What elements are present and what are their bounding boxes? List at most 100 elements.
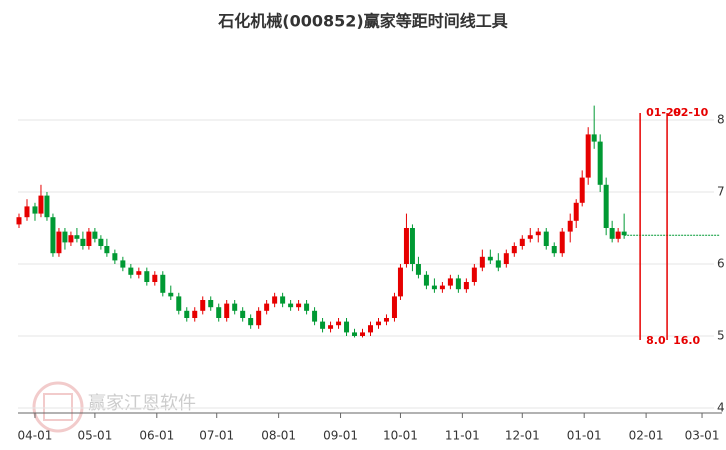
candle-body	[68, 235, 74, 243]
candle-body	[184, 310, 190, 318]
candle-body	[543, 231, 549, 246]
candle-body	[585, 134, 591, 178]
y-tick-label: 7	[717, 185, 725, 199]
candle-body	[144, 271, 150, 282]
y-tick-label: 4	[717, 401, 725, 415]
candle-body	[280, 296, 286, 304]
candle-body	[272, 296, 278, 304]
candle-body	[98, 238, 104, 246]
candle-body	[152, 274, 158, 282]
x-tick-label: 06-01	[139, 429, 174, 443]
time-line-date: 02-10	[673, 106, 709, 119]
candle-body	[409, 228, 415, 264]
candle-body	[62, 231, 68, 243]
candle-body	[232, 303, 238, 311]
x-tick-label: 01-01	[567, 429, 602, 443]
candle-body	[336, 321, 342, 326]
candle-body	[503, 253, 509, 264]
x-tick-label: 05-01	[77, 429, 112, 443]
candle-body	[224, 303, 230, 318]
candle-body	[160, 274, 166, 293]
candle-body	[296, 303, 302, 308]
candle-body	[383, 318, 389, 322]
candle-body	[320, 321, 326, 329]
candle-body	[573, 202, 579, 221]
candle-body	[16, 217, 22, 225]
candle-body	[479, 256, 485, 268]
x-tick-label: 08-01	[261, 429, 296, 443]
candle-body	[455, 278, 461, 290]
candle-body	[463, 282, 469, 290]
candle-body	[304, 303, 310, 311]
candle-body	[403, 228, 409, 264]
watermark: 赢家江恩软件	[88, 392, 196, 414]
candle-body	[240, 310, 246, 318]
candle-body	[256, 310, 262, 326]
x-tick-label: 02-01	[629, 429, 664, 443]
x-tick-label: 03-01	[685, 429, 720, 443]
candle-body	[375, 321, 381, 326]
candle-body	[391, 296, 397, 318]
candle-body	[597, 141, 603, 185]
candle-body	[535, 231, 541, 236]
candle-body	[80, 238, 86, 246]
candle-body	[609, 228, 615, 239]
candle-body	[579, 177, 585, 203]
candle-body	[120, 260, 126, 268]
candle-body	[367, 325, 373, 333]
candle-body	[511, 246, 517, 254]
candle-body	[344, 321, 350, 333]
candle-body	[621, 231, 627, 236]
candle-body	[559, 231, 565, 254]
x-tick-label: 10-01	[383, 429, 418, 443]
candle-body	[56, 231, 62, 254]
candle-body	[567, 220, 573, 232]
candle-body	[38, 195, 44, 214]
y-tick-label: 6	[717, 257, 725, 271]
x-tick-label: 04-01	[18, 429, 53, 443]
candle-body	[136, 271, 142, 275]
candle-body	[92, 231, 98, 239]
x-tick-label: 07-01	[199, 429, 234, 443]
candle-body	[192, 310, 198, 318]
candle-body	[86, 231, 92, 246]
candle-body	[439, 285, 445, 290]
candle-body	[527, 235, 533, 239]
candle-body	[50, 217, 56, 254]
candle-body	[216, 307, 222, 318]
candle-body	[312, 310, 318, 322]
time-line-span: 8.0	[646, 334, 666, 347]
candle-body	[264, 303, 270, 311]
candle-body	[431, 285, 437, 290]
candle-body	[168, 292, 174, 297]
time-line-span: 16.0	[673, 334, 700, 347]
y-tick-label: 8	[717, 113, 725, 127]
watermark-logo	[32, 381, 84, 433]
time-line-date: 01-29	[646, 106, 681, 119]
candle-body	[74, 235, 80, 239]
x-tick-label: 11-01	[445, 429, 480, 443]
candle-body	[248, 318, 254, 326]
candle-body	[495, 260, 501, 268]
candle-body	[487, 256, 493, 261]
candle-body	[615, 231, 621, 239]
chart-title: 石化机械(000852)赢家等距时间线工具	[217, 12, 507, 31]
candle-body	[112, 253, 118, 261]
candle-body	[104, 246, 110, 254]
candle-body	[447, 278, 453, 286]
candle-body	[32, 206, 38, 214]
candle-body	[603, 184, 609, 228]
x-tick-label: 12-01	[505, 429, 540, 443]
candle-body	[471, 267, 477, 282]
candle-body	[200, 300, 206, 311]
candle-body	[288, 303, 294, 308]
y-tick-label: 5	[717, 329, 725, 343]
candle-body	[519, 238, 525, 246]
candle-body	[24, 206, 30, 218]
candle-body	[44, 195, 50, 218]
candle-body	[591, 134, 597, 142]
candle-body	[328, 325, 334, 329]
candle-body	[415, 264, 421, 275]
